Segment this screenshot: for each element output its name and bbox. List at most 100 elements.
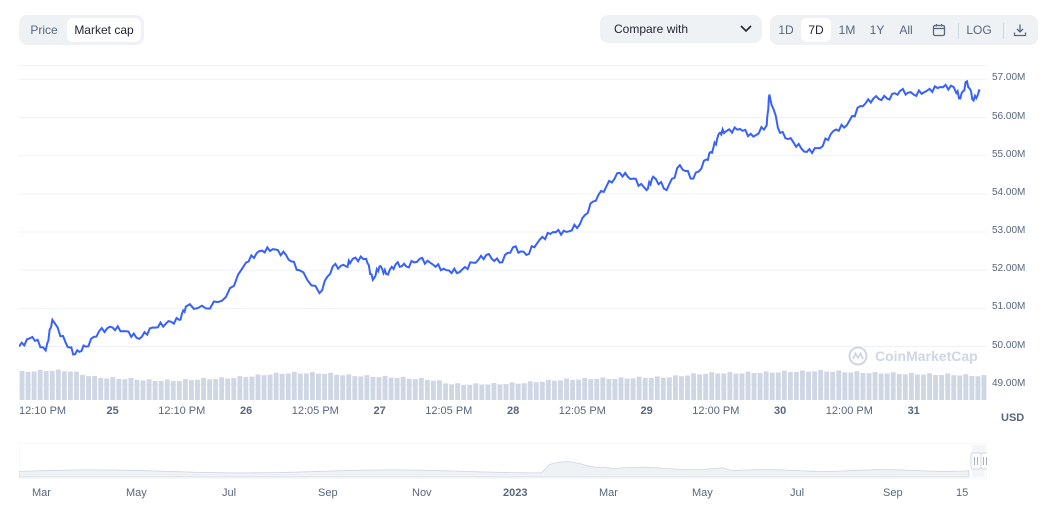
watermark-text: CoinMarketCap bbox=[875, 348, 978, 364]
range-7d-button[interactable]: 7D bbox=[801, 18, 831, 42]
volume-bar bbox=[116, 378, 122, 400]
volume-bar bbox=[195, 379, 200, 400]
range-1y-button[interactable]: 1Y bbox=[869, 23, 885, 37]
volume-bar bbox=[545, 379, 551, 400]
volume-bar bbox=[412, 379, 418, 400]
volume-bar bbox=[830, 371, 836, 400]
volume-bar bbox=[866, 373, 872, 400]
volume-bar bbox=[763, 371, 769, 400]
volume-bar bbox=[388, 377, 394, 400]
navigator-label: Sep bbox=[318, 487, 338, 499]
volume-bar bbox=[806, 371, 811, 400]
volume-bar bbox=[207, 379, 212, 400]
volume-bar bbox=[182, 379, 188, 400]
date-range-button[interactable] bbox=[927, 18, 951, 42]
x-tick-label: 30 bbox=[774, 405, 787, 417]
volume-bar bbox=[503, 384, 509, 400]
volume-bar bbox=[921, 374, 926, 400]
volume-bar bbox=[812, 371, 817, 400]
navigator-chart[interactable] bbox=[19, 443, 987, 479]
volume-bar bbox=[660, 377, 666, 400]
volume-bar bbox=[521, 383, 527, 400]
navigator-label: Sep bbox=[883, 487, 903, 499]
volume-bar bbox=[219, 377, 225, 400]
x-tick-label: 12:05 PM bbox=[291, 405, 339, 417]
volume-bar bbox=[249, 376, 255, 400]
volume-bar bbox=[455, 383, 461, 400]
volume-bar bbox=[727, 372, 733, 400]
volume-bar bbox=[449, 384, 454, 400]
chart-area[interactable] bbox=[19, 65, 987, 400]
volume-bar bbox=[55, 369, 61, 400]
volume-bar bbox=[346, 374, 352, 400]
y-tick-label: 50.00M bbox=[992, 339, 1026, 351]
volume-bar bbox=[878, 373, 884, 400]
log-scale-button[interactable]: LOG bbox=[966, 23, 992, 37]
market-cap-chart[interactable] bbox=[19, 66, 987, 400]
volume-bar bbox=[642, 378, 648, 400]
volume-bar bbox=[461, 385, 467, 400]
volume-bar bbox=[836, 370, 842, 400]
volume-bar bbox=[443, 383, 448, 400]
range-1d-button[interactable]: 1D bbox=[778, 23, 794, 37]
volume-bar bbox=[382, 375, 388, 400]
volume-bar bbox=[255, 374, 261, 400]
volume-bar bbox=[297, 373, 303, 400]
volume-bar bbox=[570, 379, 575, 400]
calendar-icon bbox=[932, 24, 946, 37]
volume-bar bbox=[588, 379, 594, 400]
volume-bar bbox=[31, 371, 37, 400]
volume-bar bbox=[751, 373, 757, 400]
volume-bar bbox=[963, 374, 969, 400]
market-cap-tab[interactable]: Market cap bbox=[67, 18, 141, 42]
navigator-area bbox=[19, 461, 970, 478]
volume-bar bbox=[310, 372, 315, 400]
volume-bar bbox=[364, 375, 370, 400]
download-icon bbox=[1013, 24, 1027, 37]
volume-bar bbox=[697, 374, 703, 400]
volume-bar bbox=[539, 381, 545, 400]
drag-handle-icon[interactable] bbox=[970, 452, 987, 470]
volume-bar bbox=[340, 375, 346, 400]
volume-bar bbox=[158, 381, 164, 400]
volume-bar bbox=[600, 377, 606, 400]
x-tick-label: 29 bbox=[640, 405, 653, 417]
range-1m-button[interactable]: 1M bbox=[838, 23, 856, 37]
volume-bar bbox=[491, 383, 497, 400]
volume-bar bbox=[902, 374, 908, 400]
volume-bar bbox=[884, 373, 890, 400]
volume-bar bbox=[243, 377, 249, 400]
volume-bar bbox=[527, 381, 533, 400]
compare-with-dropdown[interactable]: Compare with bbox=[600, 15, 762, 43]
volume-bar bbox=[231, 378, 237, 400]
range-all-button[interactable]: All bbox=[899, 23, 913, 37]
volume-bar bbox=[630, 378, 636, 400]
volume-bar bbox=[715, 373, 721, 400]
volume-bar bbox=[927, 373, 932, 400]
volume-bar bbox=[558, 380, 563, 400]
navigator[interactable] bbox=[19, 443, 987, 479]
volume-bar bbox=[709, 372, 715, 400]
navigator-label: May bbox=[692, 487, 713, 499]
volume-bar bbox=[618, 377, 624, 400]
price-tab[interactable]: Price bbox=[30, 23, 58, 37]
volume-bar bbox=[552, 380, 557, 400]
volume-bar bbox=[509, 382, 515, 400]
volume-bar bbox=[975, 376, 981, 400]
volume-bar bbox=[225, 378, 231, 400]
y-tick-label: 53.00M bbox=[992, 225, 1026, 237]
volume-bar bbox=[673, 375, 678, 400]
download-button[interactable] bbox=[1008, 18, 1032, 42]
volume-bar bbox=[140, 380, 146, 400]
y-tick-label: 54.00M bbox=[992, 186, 1026, 198]
volume-bar bbox=[49, 371, 55, 400]
volume-bar bbox=[703, 373, 709, 400]
volume-bar bbox=[352, 376, 358, 400]
volume-bar bbox=[261, 375, 267, 400]
volume-bar bbox=[98, 377, 104, 400]
volume-bar bbox=[394, 377, 400, 400]
volume-bar bbox=[479, 384, 485, 400]
volume-bar bbox=[273, 372, 279, 400]
volume-bar bbox=[769, 372, 775, 400]
volume-bar bbox=[951, 375, 957, 400]
